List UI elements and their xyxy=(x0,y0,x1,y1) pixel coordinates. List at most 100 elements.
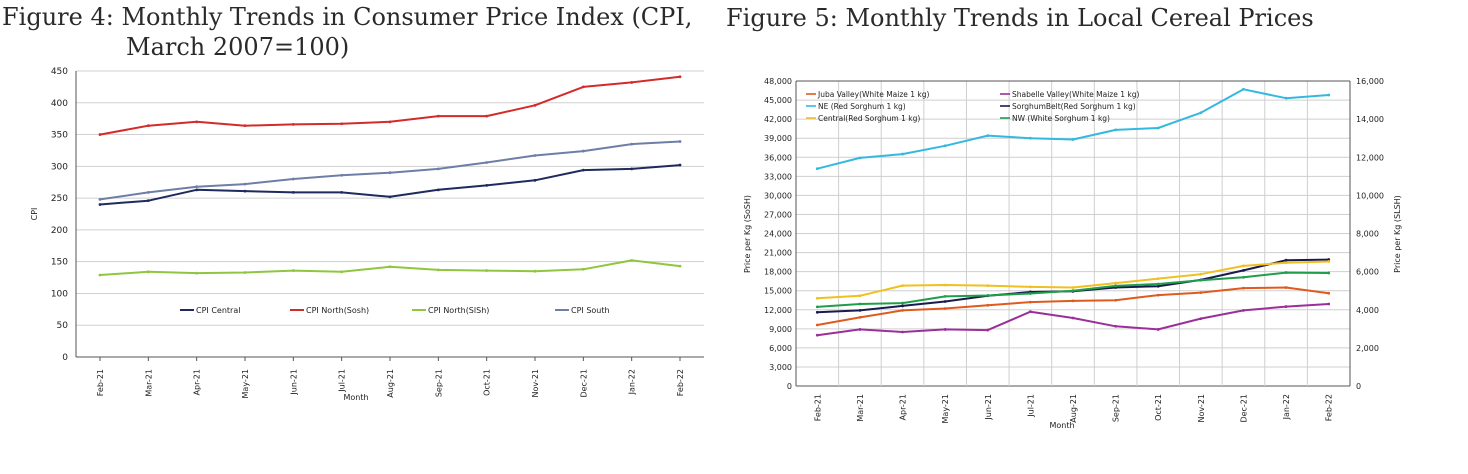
cpi-point-cpi-north-slsh xyxy=(533,269,537,273)
cereal-xtick-label: Dec-21 xyxy=(1239,394,1248,423)
cereal-ytick-label: 21,000 xyxy=(764,249,792,258)
cpi-legend-label: CPI South xyxy=(571,306,610,315)
cpi-ytick-label: 200 xyxy=(51,226,68,236)
cereal-point-central-red-sorghum-1-kg xyxy=(1284,261,1288,265)
cereal-point-central-red-sorghum-1-kg xyxy=(943,283,947,287)
cereal-y2tick-label: 10,000 xyxy=(1356,191,1384,200)
cpi-point-cpi-north-sosh xyxy=(581,85,585,89)
cereal-y2tick-label: 2,000 xyxy=(1356,344,1379,353)
cpi-point-cpi-north-sosh xyxy=(243,124,247,128)
cpi-point-cpi-north-sosh xyxy=(630,81,634,84)
cpi-legend-label: CPI North(SlSh) xyxy=(428,306,489,315)
cereal-point-juba-valley-white-maize-1-kg xyxy=(815,323,819,327)
cpi-point-cpi-central xyxy=(485,184,489,187)
cpi-ytick-label: 50 xyxy=(57,321,69,331)
cpi-point-cpi-south xyxy=(533,154,537,157)
cereal-ytick-label: 30,000 xyxy=(764,191,792,200)
cpi-point-cpi-south xyxy=(340,173,344,177)
cpi-point-cpi-north-sosh xyxy=(485,114,489,118)
figure5-title: Figure 5: Monthly Trends in Local Cereal… xyxy=(726,4,1314,32)
cpi-point-cpi-north-sosh xyxy=(340,122,344,126)
cereal-legend-label: Shabelle Valley(White Maize 1 kg) xyxy=(1012,90,1139,99)
cereal-point-sorghumbelt-red-sorghum-1-kg xyxy=(858,308,862,312)
cereal-xtick-label: Feb-21 xyxy=(813,394,822,421)
cpi-point-cpi-central xyxy=(533,178,537,182)
cpi-point-cpi-north-slsh xyxy=(243,271,247,274)
cereal-legend-label: Central(Red Sorghum 1 kg) xyxy=(818,114,920,123)
cpi-ytick-label: 0 xyxy=(62,353,68,363)
cpi-legend-label: CPI North(Sosh) xyxy=(306,306,369,315)
cereal-legend-label: NE (Red Sorghum 1 kg) xyxy=(818,102,906,111)
cereal-point-sorghumbelt-red-sorghum-1-kg xyxy=(901,304,904,308)
cpi-point-cpi-central xyxy=(340,190,344,194)
cereal-point-ne-red-sorghum-1-kg xyxy=(815,167,819,171)
cpi-point-cpi-central xyxy=(630,167,634,171)
cereal-point-central-red-sorghum-1-kg xyxy=(986,284,990,288)
cereal-point-nw-white-sorghum-1-kg xyxy=(1284,271,1288,274)
cereal-y2tick-label: 6,000 xyxy=(1356,268,1379,277)
cpi-xtick-label: Feb-21 xyxy=(96,369,105,396)
cpi-point-cpi-north-slsh xyxy=(340,270,344,274)
cereal-point-shabelle-valley-white-maize-1-kg xyxy=(1071,316,1075,320)
cereal-xtick-label: May-21 xyxy=(941,394,950,423)
cpi-xtick-label: Mar-21 xyxy=(144,369,153,397)
cereal-point-shabelle-valley-white-maize-1-kg xyxy=(1199,317,1203,321)
cereal-ytick-label: 33,000 xyxy=(764,172,792,181)
cereal-y2-axis-label: Price per Kg (SLSH) xyxy=(1393,195,1402,273)
cereal-xtick-label: Jun-21 xyxy=(984,394,993,421)
cpi-xtick-label: Oct-21 xyxy=(483,369,492,396)
cereal-point-juba-valley-white-maize-1-kg xyxy=(1114,298,1118,302)
cereal-point-nw-white-sorghum-1-kg xyxy=(943,295,947,298)
cpi-point-cpi-central xyxy=(291,190,295,194)
cereal-point-ne-red-sorghum-1-kg xyxy=(858,156,862,160)
cereal-ytick-label: 24,000 xyxy=(764,230,792,239)
cpi-xtick-label: Jul-21 xyxy=(338,369,347,393)
cereal-point-central-red-sorghum-1-kg xyxy=(1071,286,1075,289)
cereal-point-central-red-sorghum-1-kg xyxy=(1327,260,1331,263)
cereal-point-central-red-sorghum-1-kg xyxy=(1028,285,1032,289)
cpi-point-cpi-south xyxy=(485,161,489,164)
cereal-ytick-label: 12,000 xyxy=(764,306,792,315)
cpi-xtick-label: Jan-22 xyxy=(628,369,637,395)
cereal-ytick-label: 42,000 xyxy=(764,115,792,124)
cpi-x-axis-label: Month xyxy=(343,393,368,402)
cpi-point-cpi-north-sosh xyxy=(291,122,295,126)
cereal-ytick-label: 36,000 xyxy=(764,153,792,162)
cereal-ytick-label: 48,000 xyxy=(764,77,792,86)
cereal-point-nw-white-sorghum-1-kg xyxy=(1156,282,1160,286)
cereal-point-sorghumbelt-red-sorghum-1-kg xyxy=(1242,268,1245,272)
cereal-point-central-red-sorghum-1-kg xyxy=(1199,272,1203,276)
cpi-point-cpi-central xyxy=(436,188,440,192)
cpi-ytick-label: 450 xyxy=(51,67,68,77)
cereal-point-shabelle-valley-white-maize-1-kg xyxy=(1114,324,1118,328)
cereal-point-ne-red-sorghum-1-kg xyxy=(1199,111,1203,115)
cereal-point-shabelle-valley-white-maize-1-kg xyxy=(1284,305,1288,308)
cereal-xtick-label: Apr-21 xyxy=(899,394,908,420)
cpi-legend-label: CPI Central xyxy=(196,306,240,315)
cereal-point-shabelle-valley-white-maize-1-kg xyxy=(986,328,990,332)
cereal-legend-label: NW (White Sorghum 1 kg) xyxy=(1012,114,1110,123)
cereal-ytick-label: 18,000 xyxy=(764,268,792,277)
cpi-point-cpi-north-sosh xyxy=(436,114,440,118)
cereal-xtick-label: Nov-21 xyxy=(1197,394,1206,422)
cpi-point-cpi-central xyxy=(195,188,199,192)
cereal-ytick-label: 15,000 xyxy=(764,287,792,296)
cereal-point-nw-white-sorghum-1-kg xyxy=(1327,271,1331,275)
cpi-point-cpi-south xyxy=(436,167,440,171)
cpi-ytick-label: 350 xyxy=(51,131,68,141)
cereal-point-nw-white-sorghum-1-kg xyxy=(901,301,904,305)
cereal-legend-label: SorghumBelt(Red Sorghum 1 kg) xyxy=(1012,102,1136,111)
cereal-point-shabelle-valley-white-maize-1-kg xyxy=(1327,302,1331,306)
cereal-point-shabelle-valley-white-maize-1-kg xyxy=(1156,328,1160,331)
cereal-point-juba-valley-white-maize-1-kg xyxy=(1071,299,1075,303)
cpi-xtick-label: Aug-21 xyxy=(386,369,395,398)
cereal-point-ne-red-sorghum-1-kg xyxy=(1156,126,1160,130)
cpi-point-cpi-north-sosh xyxy=(678,75,682,79)
cpi-point-cpi-north-slsh xyxy=(388,265,392,269)
cpi-xtick-label: Sep-21 xyxy=(434,369,443,397)
cereal-point-shabelle-valley-white-maize-1-kg xyxy=(815,333,819,337)
cereal-point-juba-valley-white-maize-1-kg xyxy=(1327,291,1331,295)
cpi-point-cpi-north-sosh xyxy=(98,133,102,136)
cereal-point-juba-valley-white-maize-1-kg xyxy=(1284,286,1288,289)
cereal-y2tick-label: 4,000 xyxy=(1356,306,1379,315)
